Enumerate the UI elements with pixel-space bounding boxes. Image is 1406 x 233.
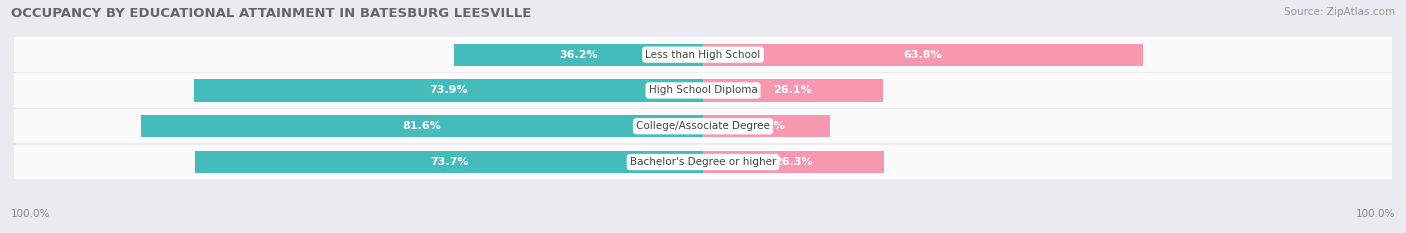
- Bar: [14, 73, 1392, 108]
- Bar: [194, 79, 703, 102]
- Text: College/Associate Degree: College/Associate Degree: [636, 121, 770, 131]
- Bar: [703, 115, 830, 137]
- Text: High School Diploma: High School Diploma: [648, 86, 758, 96]
- Text: 36.2%: 36.2%: [560, 50, 598, 60]
- Text: 63.8%: 63.8%: [904, 50, 942, 60]
- Bar: [195, 151, 703, 173]
- Bar: [14, 38, 1392, 72]
- Text: Less than High School: Less than High School: [645, 50, 761, 60]
- Bar: [14, 109, 1392, 144]
- Bar: [703, 151, 884, 173]
- Bar: [454, 44, 703, 66]
- Text: 26.1%: 26.1%: [773, 86, 813, 96]
- Text: Bachelor's Degree or higher: Bachelor's Degree or higher: [630, 157, 776, 167]
- Text: 73.7%: 73.7%: [430, 157, 468, 167]
- Bar: [703, 44, 1143, 66]
- Bar: [14, 145, 1392, 179]
- Bar: [141, 115, 703, 137]
- Text: 100.0%: 100.0%: [11, 209, 51, 219]
- Text: OCCUPANCY BY EDUCATIONAL ATTAINMENT IN BATESBURG LEESVILLE: OCCUPANCY BY EDUCATIONAL ATTAINMENT IN B…: [11, 7, 531, 20]
- Bar: [703, 79, 883, 102]
- Text: 81.6%: 81.6%: [402, 121, 441, 131]
- Text: 100.0%: 100.0%: [1355, 209, 1395, 219]
- Text: Source: ZipAtlas.com: Source: ZipAtlas.com: [1284, 7, 1395, 17]
- Text: 73.9%: 73.9%: [429, 86, 468, 96]
- Text: 18.4%: 18.4%: [747, 121, 786, 131]
- Text: 26.3%: 26.3%: [775, 157, 813, 167]
